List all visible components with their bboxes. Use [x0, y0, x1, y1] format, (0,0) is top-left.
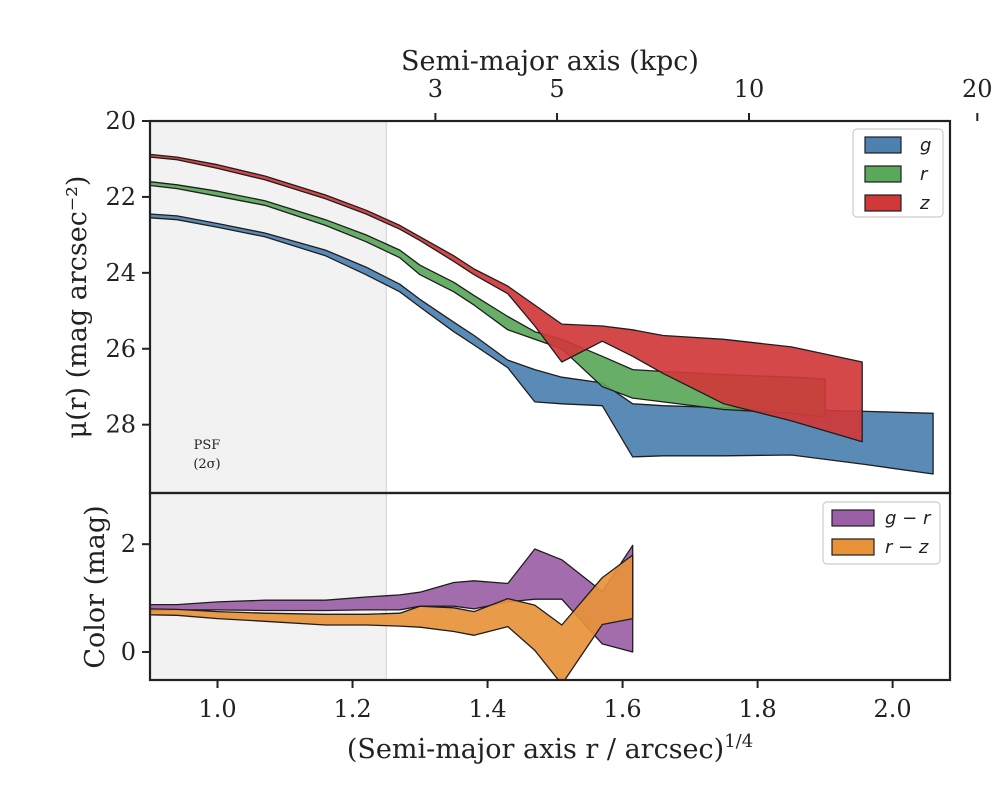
legend-label-surface-brightness-1: r [920, 164, 929, 185]
x-tick-label-1.8: 1.8 [739, 695, 777, 723]
legend-swatch-color-1 [831, 538, 875, 556]
x-axis-title-exponent: 1/4 [724, 731, 753, 752]
x-axis-title: (Semi-major axis r / arcsec)1/4 [347, 731, 753, 765]
y-tick-label-surface-brightness-26: 26 [105, 335, 136, 363]
psf-label-line2: (2σ) [193, 457, 220, 472]
bottom-panel-frame [148, 491, 952, 682]
top-panel-series [150, 153, 934, 475]
psf-region [150, 121, 388, 680]
legend-label-color-0: g − r [885, 508, 932, 529]
band-color-gr [150, 544, 634, 653]
bottom-y-axis-title: Color (mag) [80, 505, 111, 668]
legend-swatch-surface-brightness-1 [864, 165, 902, 183]
y-tick-label-surface-brightness-22: 22 [105, 183, 136, 211]
y-tick-label-surface-brightness-24: 24 [105, 259, 136, 287]
psf-shade-panel-0 [150, 121, 387, 493]
x-tick-label-1.4: 1.4 [468, 695, 506, 723]
psf-label-line1: PSF [194, 438, 221, 453]
y-tick-label-surface-brightness-28: 28 [105, 411, 136, 439]
bottom-panel-series [150, 544, 634, 680]
top-tick-label-20: 20 [962, 75, 993, 103]
x-tick-label-1.2: 1.2 [333, 695, 371, 723]
x-axis-title-text: (Semi-major axis r / arcsec) [347, 734, 724, 765]
band-color-rz [150, 554, 634, 680]
legend-bottom: g − r r − z [822, 501, 941, 565]
legend-swatch-surface-brightness-0 [864, 136, 902, 154]
top-tick-label-10: 10 [734, 75, 765, 103]
y-tick-label-surface-brightness-20: 20 [105, 107, 136, 135]
top-tick-label-5: 5 [549, 75, 564, 103]
psf-shade-panel-1 [150, 493, 387, 680]
top-y-axis-title: μ(r) (mag arcsec⁻²) [62, 176, 93, 439]
legend-label-surface-brightness-0: g [920, 135, 931, 156]
legend-swatch-color-0 [831, 509, 875, 527]
top-axis-title: Semi-major axis (kpc) [401, 46, 699, 77]
x-tick-label-1.6: 1.6 [603, 695, 641, 723]
y-tick-label-color-0: 0 [121, 638, 136, 666]
y-tick-label-color-2: 2 [121, 530, 136, 558]
legend-top: grz [852, 128, 944, 218]
x-tick-label-1.0: 1.0 [198, 695, 236, 723]
legend-swatch-surface-brightness-2 [864, 194, 902, 212]
band-surface-brightness-z [150, 153, 863, 443]
legend-label-color-1: r − z [885, 537, 929, 558]
x-tick-label-2.0: 2.0 [874, 695, 912, 723]
legend-label-surface-brightness-2: z [919, 193, 930, 214]
top-tick-label-3: 3 [428, 75, 443, 103]
